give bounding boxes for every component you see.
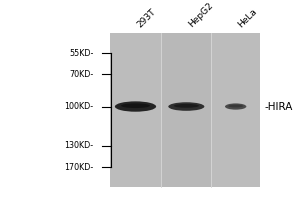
Text: 130KD-: 130KD- [64,141,94,150]
Text: HeLa: HeLa [236,7,258,29]
Ellipse shape [168,102,204,111]
Bar [212,33,260,187]
Bar [161,33,212,187]
Ellipse shape [228,105,243,107]
Text: -HIRA: -HIRA [264,102,293,112]
Text: 293T: 293T [136,7,158,29]
Ellipse shape [225,103,246,110]
Bar [110,33,161,187]
Text: 170KD-: 170KD- [64,163,94,172]
Text: 100KD-: 100KD- [64,102,94,111]
Text: HepG2: HepG2 [186,1,214,29]
Text: 55KD-: 55KD- [69,49,94,58]
Ellipse shape [115,101,156,112]
Ellipse shape [121,103,150,108]
Ellipse shape [174,104,199,108]
Bar [110,33,260,187]
Text: 70KD-: 70KD- [69,70,94,79]
